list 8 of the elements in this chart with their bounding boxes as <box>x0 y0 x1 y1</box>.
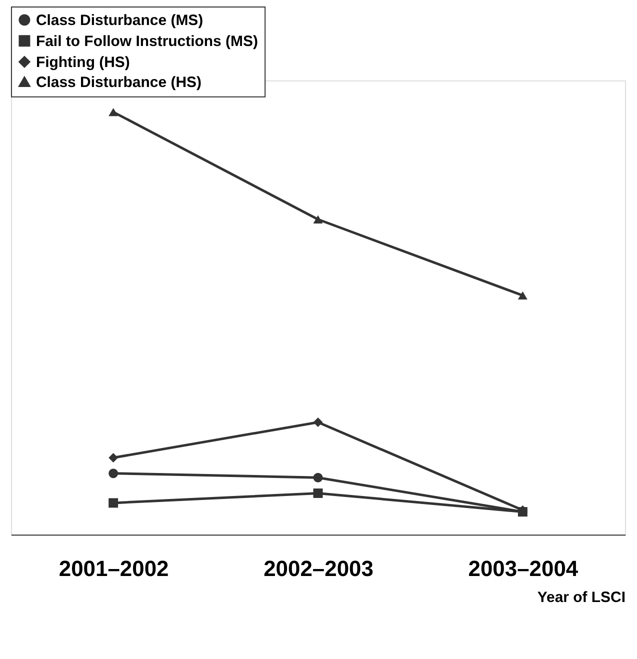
legend-label: Class Disturbance (MS) <box>36 12 204 29</box>
x-tick-label: 2001–2002 <box>58 556 169 582</box>
legend-label: Fighting (HS) <box>36 54 130 71</box>
legend-label: Fail to Follow Instructions (MS) <box>36 32 258 50</box>
x-tick-label: 2002–2003 <box>264 556 374 582</box>
x-axis-title: Year of LSCI <box>537 589 626 606</box>
legend-label: Class Disturbance (HS) <box>36 74 202 91</box>
x-tick-label: 2003–2004 <box>468 556 579 582</box>
